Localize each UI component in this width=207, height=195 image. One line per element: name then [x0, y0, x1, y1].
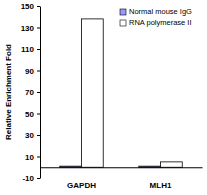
- y-tick: 90: [25, 67, 40, 76]
- bar: [139, 166, 161, 167]
- y-tick-mark: [37, 28, 40, 29]
- y-axis-title: Relative Enrichment Fold: [4, 44, 13, 140]
- x-tick: MLH1: [150, 167, 172, 189]
- y-axis-line: [40, 7, 41, 179]
- legend-item: RNA polymerase II: [120, 18, 192, 27]
- legend-swatch: [120, 9, 126, 15]
- y-tick-mark: [37, 92, 40, 93]
- y-tick-label: 130: [21, 24, 35, 33]
- legend-swatch: [120, 20, 126, 26]
- y-axis: -10 10 30 50 70 90 110 130 150: [21, 2, 41, 183]
- y-tick-mark: [37, 71, 40, 72]
- y-tick-mark: [37, 135, 40, 136]
- y-tick: 30: [25, 131, 40, 140]
- y-tick-mark: [37, 6, 40, 7]
- legend: Normal mouse IgG RNA polymerase II: [120, 7, 192, 27]
- bar: [161, 162, 183, 167]
- y-tick-mark: [37, 178, 40, 179]
- bars: [60, 19, 182, 167]
- y-tick-mark: [37, 157, 40, 158]
- y-tick-label: 30: [25, 131, 34, 140]
- y-tick: 150: [21, 2, 40, 11]
- y-tick-label: 50: [25, 110, 34, 119]
- y-tick-label: 150: [21, 2, 35, 11]
- y-tick-label: 70: [25, 88, 34, 97]
- bar: [60, 166, 82, 167]
- bar: [81, 19, 103, 167]
- y-tick: 110: [21, 45, 40, 54]
- x-axis: GAPDH MLH1: [41, 167, 203, 189]
- x-axis-line: [41, 167, 203, 168]
- y-tick: -10: [22, 174, 40, 183]
- y-tick: 50: [25, 110, 40, 119]
- y-tick-label: 10: [25, 153, 34, 162]
- x-tick: GAPDH: [67, 167, 96, 189]
- y-tick-mark: [37, 49, 40, 50]
- chart: -10 10 30 50 70 90 110 130 150 GAPDH MLH1 Normal mo…: [0, 0, 207, 195]
- y-tick: 10: [25, 153, 40, 162]
- x-tick-label: MLH1: [150, 181, 172, 190]
- x-tick-label: GAPDH: [67, 181, 96, 190]
- legend-label: Normal mouse IgG: [129, 7, 192, 16]
- y-tick-label: -10: [22, 174, 34, 183]
- y-tick: 130: [21, 24, 40, 33]
- legend-label: RNA polymerase II: [129, 18, 192, 27]
- legend-item: Normal mouse IgG: [120, 7, 192, 16]
- y-tick-label: 110: [21, 45, 34, 54]
- y-tick-label: 90: [25, 67, 34, 76]
- chart-container: -10 10 30 50 70 90 110 130 150 GAPDH MLH1 Normal mo…: [0, 0, 207, 195]
- y-tick-mark: [37, 114, 40, 115]
- y-tick: 70: [25, 88, 40, 97]
- plot: -10 10 30 50 70 90 110 130 150 GAPDH MLH1 Normal mo…: [21, 2, 203, 190]
